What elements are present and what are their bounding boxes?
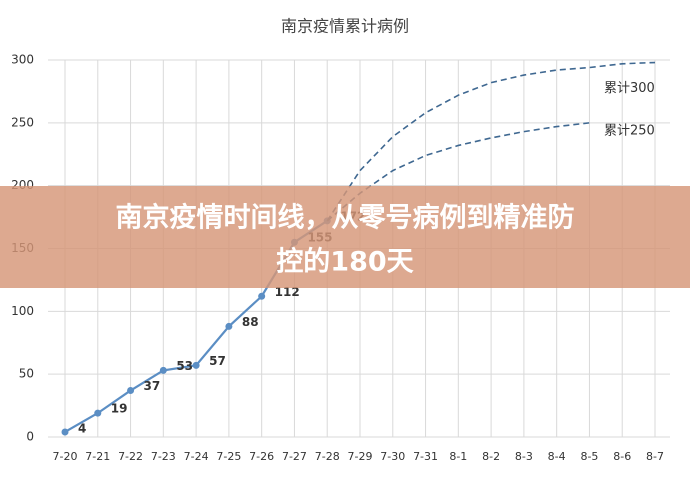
projection-line [326, 122, 590, 222]
point [258, 292, 266, 300]
x-tick-label: 7-27 [282, 450, 307, 463]
x-tick-label: 7-25 [216, 450, 241, 463]
x-tick-label: 8-4 [548, 450, 566, 463]
x-tick-label: 7-23 [151, 450, 176, 463]
projection-line [326, 61, 656, 222]
banner-text: 南京疫情时间线，从零号病例到精准防 [116, 202, 575, 234]
data-label: 4 [78, 421, 86, 435]
point [127, 387, 135, 395]
data-label: 88 [242, 315, 259, 329]
point [192, 361, 200, 369]
x-tick-label: 8-3 [515, 450, 533, 463]
x-tick-label: 7-24 [184, 450, 209, 463]
banner-text: 控的180天 [276, 246, 413, 278]
x-tick-label: 7-31 [413, 450, 438, 463]
x-tick-label: 7-21 [85, 450, 110, 463]
x-tick-label: 7-29 [348, 450, 373, 463]
data-label: 37 [144, 379, 161, 393]
x-tick-label: 7-22 [118, 450, 143, 463]
point [94, 409, 102, 417]
data-label: 112 [275, 285, 300, 299]
point [225, 322, 233, 330]
x-tick-label: 8-2 [482, 450, 500, 463]
point [159, 366, 167, 374]
y-tick-label: 0 [26, 430, 34, 444]
x-tick-label: 8-6 [613, 450, 631, 463]
data-label: 57 [209, 354, 226, 368]
x-tick-label: 7-20 [53, 450, 78, 463]
y-tick-label: 300 [11, 53, 34, 67]
series-name-label: 累计250 [604, 123, 655, 138]
y-tick-label: 100 [11, 304, 34, 318]
x-tick-label: 8-5 [580, 450, 598, 463]
x-tick-label: 7-26 [249, 450, 274, 463]
point [61, 428, 69, 436]
x-tick-label: 7-30 [380, 450, 405, 463]
series-name-label: 累计300 [604, 81, 655, 96]
chart-title: 南京疫情累计病例 [281, 17, 409, 36]
data-label: 19 [111, 402, 128, 416]
x-tick-label: 8-7 [646, 450, 664, 463]
x-tick-label: 7-28 [315, 450, 340, 463]
y-tick-label: 50 [19, 367, 34, 381]
data-label: 53 [176, 359, 193, 373]
y-tick-label: 250 [11, 115, 34, 129]
x-tick-label: 8-1 [449, 450, 467, 463]
banner [0, 186, 690, 288]
